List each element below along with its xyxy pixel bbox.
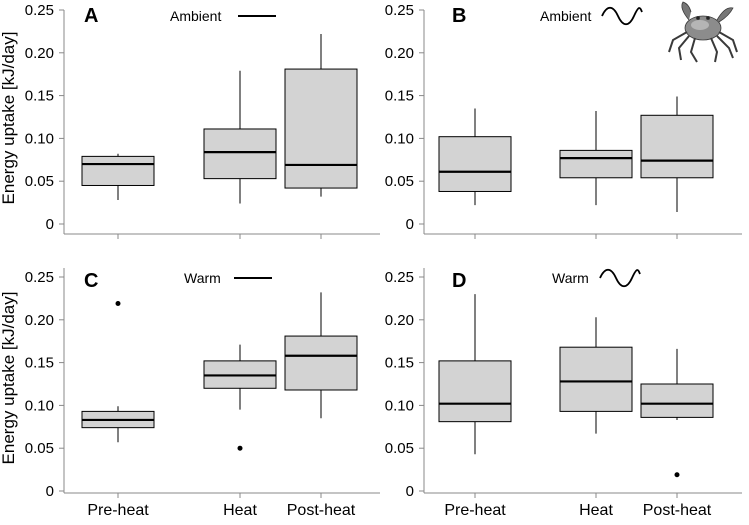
y-tick-label: 0 xyxy=(46,483,54,500)
x-tick-label: Post-heat xyxy=(287,502,356,519)
legend-wave-icon xyxy=(601,6,643,26)
outlier-point xyxy=(115,301,121,307)
box-iqr xyxy=(81,155,155,186)
y-tick-label: 0.10 xyxy=(385,130,414,147)
y-tick-label: 0.25 xyxy=(385,2,414,19)
x-tick-label: Heat xyxy=(579,502,613,519)
x-tick-label: Post-heat xyxy=(643,502,712,519)
panel-c: 0 0.05 0.10 0.15 0.20 0.25 Pre-heat Heat Post-he… xyxy=(25,268,380,519)
y-tick-label: 0.15 xyxy=(385,355,414,372)
y-tick-label: 0.15 xyxy=(385,88,414,105)
y-tick-label: 0.25 xyxy=(385,269,414,286)
y-tick-label: 0.20 xyxy=(385,312,414,329)
legend-label: Warm xyxy=(184,270,221,286)
box-iqr xyxy=(640,114,714,179)
outlier-point xyxy=(674,472,680,478)
outlier-point xyxy=(237,445,243,451)
y-tick-label: 0.20 xyxy=(25,312,54,329)
y-tick-label: 0.05 xyxy=(25,173,54,190)
panel-letter: B xyxy=(452,5,466,27)
panel-d: 0 0.05 0.10 0.15 0.20 0.25 Pre-heat Heat Post-he… xyxy=(385,268,742,519)
box-iqr xyxy=(203,128,277,180)
y-tick-label: 0.15 xyxy=(25,88,54,105)
box-iqr xyxy=(559,346,633,412)
legend-label: Warm xyxy=(552,270,589,286)
box-iqr xyxy=(640,383,714,418)
panel-letter: A xyxy=(84,5,98,27)
x-tick-label: Pre-heat xyxy=(87,502,149,519)
box-iqr xyxy=(438,360,512,423)
y-tick-label: 0 xyxy=(46,216,54,233)
crab-illustration-icon xyxy=(668,1,738,63)
y-tick-label: 0.20 xyxy=(25,45,54,62)
x-tick-label: Heat xyxy=(223,502,257,519)
box-iqr xyxy=(284,335,358,391)
y-axis-label-top: Energy uptake [kJ/day] xyxy=(0,32,18,205)
panel-letter: C xyxy=(84,270,98,292)
box-iqr xyxy=(559,149,633,179)
panel-b: 0 0.05 0.10 0.15 0.20 0.25 B Ambient xyxy=(385,2,742,239)
panel-letter: D xyxy=(452,270,466,292)
legend-label: Ambient xyxy=(540,8,591,24)
y-tick-label: 0.05 xyxy=(25,440,54,457)
y-tick-label: 0 xyxy=(406,216,414,233)
y-axis-label-bottom: Energy uptake [kJ/day] xyxy=(0,292,18,465)
legend-label: Ambient xyxy=(170,8,221,24)
y-tick-label: 0.25 xyxy=(25,269,54,286)
y-tick-label: 0.10 xyxy=(25,130,54,147)
y-tick-label: 0.20 xyxy=(385,45,414,62)
y-tick-label: 0.15 xyxy=(25,355,54,372)
y-tick-label: 0.05 xyxy=(385,173,414,190)
y-tick-label: 0.25 xyxy=(25,2,54,19)
box-iqr xyxy=(284,68,358,189)
box-iqr xyxy=(438,136,512,192)
y-tick-label: 0.05 xyxy=(385,440,414,457)
y-tick-label: 0 xyxy=(406,483,414,500)
panel-a: 0 0.05 0.10 0.15 0.20 0.25 A Ambient xyxy=(25,2,380,239)
x-tick-label: Pre-heat xyxy=(444,502,506,519)
y-tick-label: 0.10 xyxy=(385,397,414,414)
legend-wave-icon xyxy=(599,268,641,288)
y-tick-label: 0.10 xyxy=(25,397,54,414)
